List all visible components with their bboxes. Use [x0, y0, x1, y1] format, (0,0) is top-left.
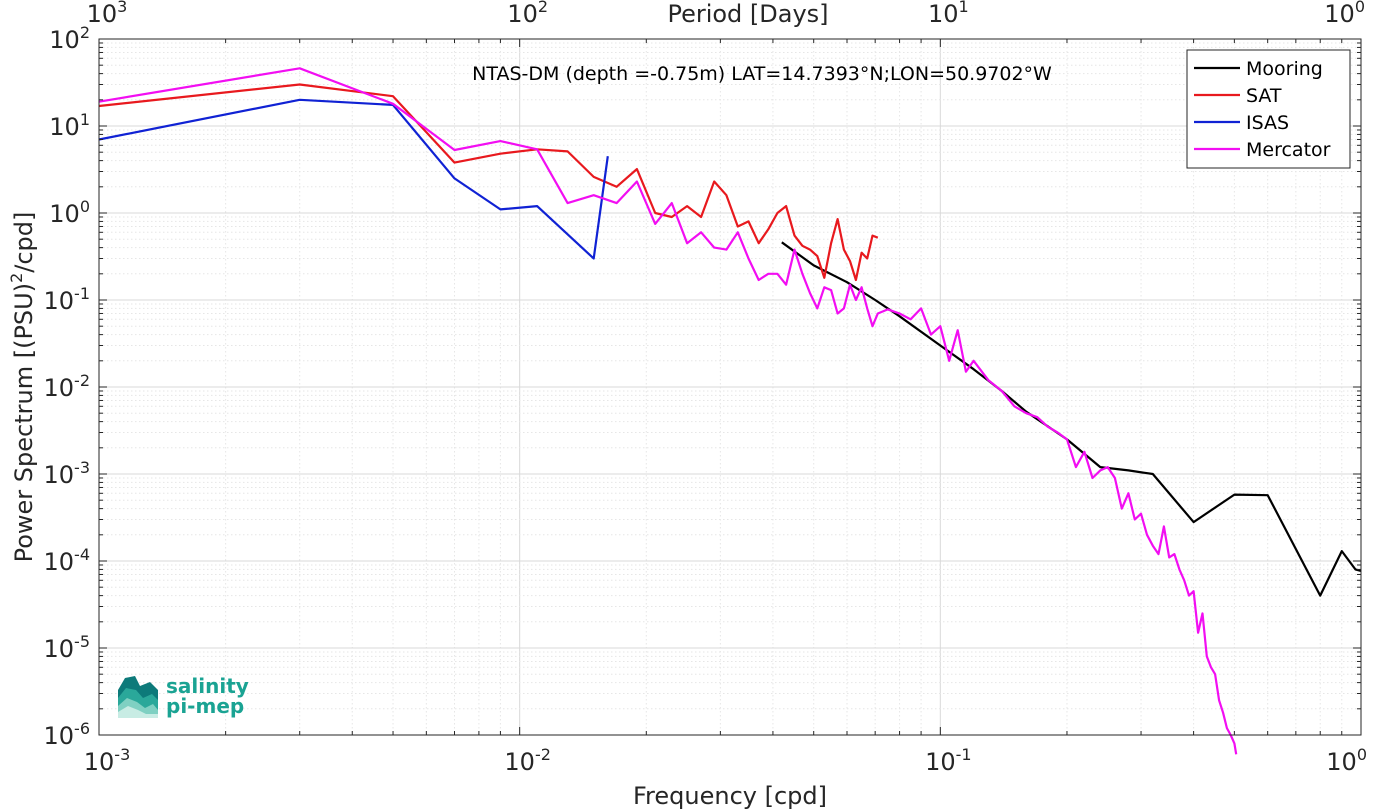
x-tick-label: 100 [1326, 745, 1367, 776]
top-axis-label: Period [Days] [667, 0, 828, 28]
y-tick-label: 10-6 [44, 719, 91, 750]
legend-label-isas: ISAS [1246, 112, 1289, 134]
y-tick-label: 101 [49, 110, 90, 141]
y-tick-label: 102 [49, 23, 90, 54]
logo-line-1: salinity [166, 674, 249, 698]
y-tick-label: 10-3 [44, 458, 91, 489]
y-axis-label: Power Spectrum [(PSU)2/cpd] [7, 212, 38, 563]
salinity-pi-mep-logo: salinity pi-mep [118, 674, 249, 718]
series-line-mercator [98, 67, 1238, 755]
legend-label-sat: SAT [1246, 85, 1282, 107]
top-x-tick-label: 100 [1324, 0, 1365, 28]
legend-items: Mooring SAT ISAS Mercator [1194, 58, 1331, 161]
x-tick-label: 10-2 [504, 745, 551, 776]
legend: Mooring SAT ISAS Mercator [1186, 49, 1351, 169]
top-x-tick-label: 102 [507, 0, 548, 28]
y-tick-label: 10-5 [44, 632, 91, 663]
x-tick-label: 10-1 [925, 745, 972, 776]
logo-line-2: pi-mep [166, 694, 244, 718]
y-tick-label: 10-4 [44, 545, 91, 576]
top-x-tick-label: 101 [928, 0, 969, 28]
y-axis-label-sup: 2 [7, 273, 26, 283]
series-line-isas [98, 98, 609, 260]
legend-label-mercator: Mercator [1246, 139, 1331, 161]
y-tick-label: 10-1 [44, 284, 91, 315]
ticks [98, 38, 1362, 736]
y-tick-label: 100 [49, 197, 90, 228]
grid [98, 39, 1361, 736]
x-axis-label: Frequency [cpd] [633, 782, 827, 809]
y-axis-label-tail: /cpd] [10, 212, 38, 273]
top-x-tick-label: 103 [87, 0, 128, 28]
logo-waves-icon [118, 676, 158, 718]
logo-wave-4 [118, 706, 158, 718]
chart-title: NTAS-DM (depth =-0.75m) LAT=14.7393°N;LO… [472, 63, 1052, 85]
y-axis-label-main: Power Spectrum [(PSU) [10, 283, 38, 562]
series-group [98, 67, 1362, 755]
x-tick-label: 10-3 [84, 745, 131, 776]
series-line-sat [98, 83, 879, 282]
legend-label-mooring: Mooring [1246, 58, 1323, 80]
y-tick-label: 10-2 [44, 371, 91, 402]
